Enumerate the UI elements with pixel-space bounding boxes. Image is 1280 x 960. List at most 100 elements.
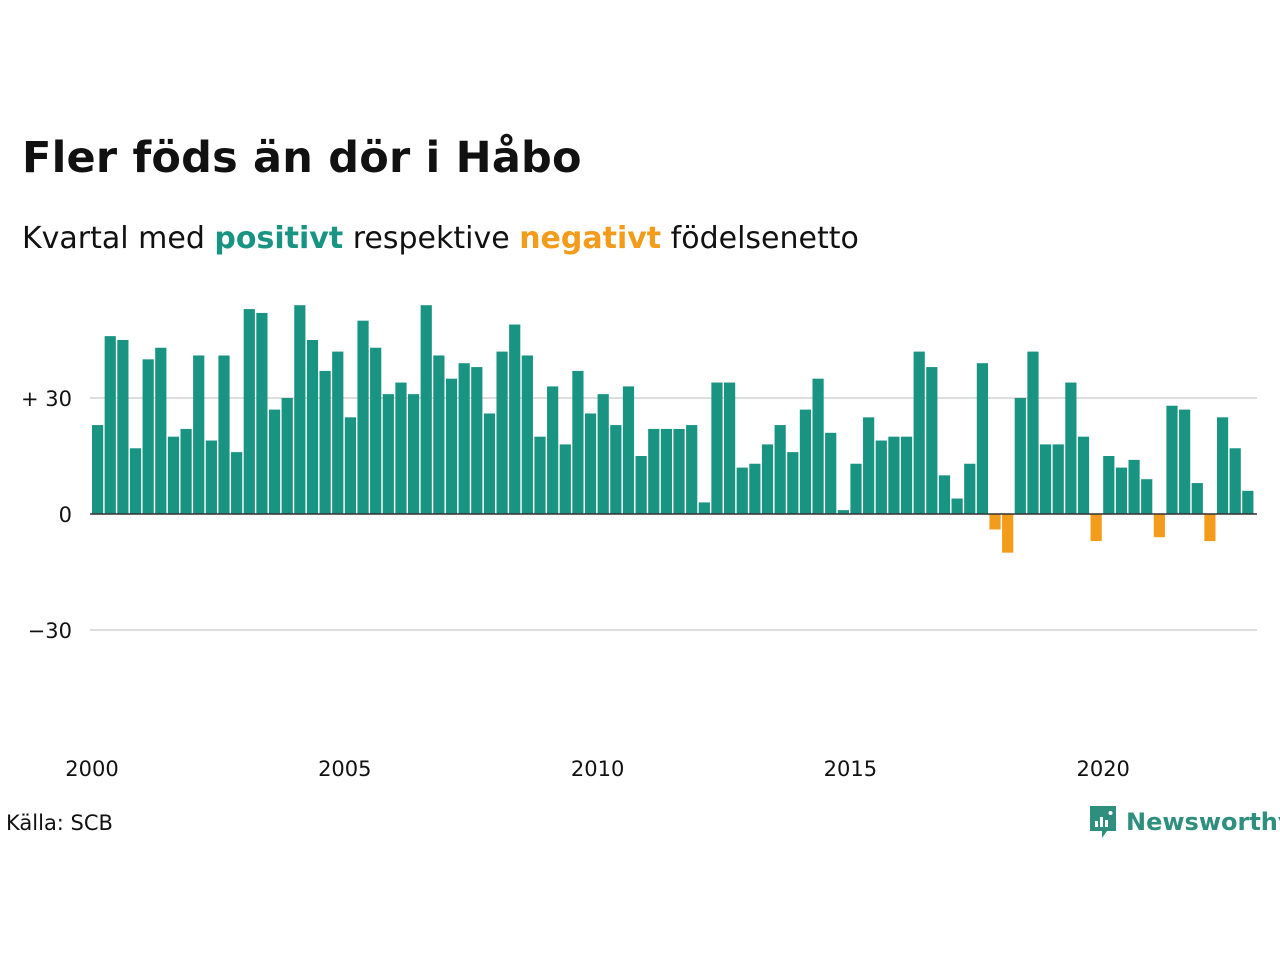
bar	[382, 394, 394, 514]
bar	[1191, 483, 1203, 514]
bar	[584, 413, 597, 514]
bar	[1128, 459, 1140, 514]
x-tick-label: 2015	[824, 757, 877, 781]
bar-chart: + 30 0 −30 2000 2005 2010 2015 2020	[21, 305, 1257, 781]
bar	[724, 382, 736, 514]
bar	[243, 309, 255, 514]
newsworthy-logo-icon	[1090, 806, 1116, 838]
bar	[673, 428, 685, 514]
brand-logo[interactable]: Newsworthy	[1088, 804, 1280, 840]
bar	[559, 444, 571, 514]
bar	[926, 367, 938, 514]
bar	[142, 359, 154, 514]
bar	[509, 324, 521, 514]
bar	[1242, 490, 1254, 514]
bar	[913, 351, 925, 514]
bar	[496, 351, 508, 514]
y-tick-label: 0	[59, 503, 72, 527]
bar	[837, 510, 849, 514]
bar	[1115, 467, 1128, 514]
source-note: Källa: SCB	[6, 811, 113, 835]
bar	[1204, 514, 1216, 542]
y-tick-label: −30	[28, 619, 72, 643]
bar	[761, 444, 774, 514]
bar	[547, 386, 559, 514]
bar	[117, 340, 129, 514]
bar	[850, 463, 862, 514]
bar	[294, 305, 306, 514]
bar	[610, 425, 622, 514]
bar	[648, 428, 660, 514]
bar	[799, 409, 812, 514]
bar	[711, 382, 723, 514]
bar	[698, 502, 710, 514]
bar	[92, 425, 104, 514]
bar	[597, 394, 609, 514]
bar	[1040, 444, 1052, 514]
bar	[660, 428, 672, 514]
bar	[1065, 382, 1077, 514]
bar	[483, 413, 496, 514]
bar	[332, 351, 344, 514]
bar	[408, 394, 420, 514]
bar	[964, 463, 976, 514]
bar	[635, 456, 647, 514]
y-tick-label: + 30	[21, 387, 72, 411]
bar	[749, 463, 761, 514]
bar	[900, 436, 913, 514]
bar	[1090, 514, 1102, 542]
subtitle-middle: respektive	[343, 221, 520, 256]
bar	[471, 367, 483, 514]
bar	[989, 514, 1001, 530]
chart-title: Fler föds än dör i Håbo	[22, 133, 582, 183]
bar	[1166, 405, 1178, 514]
bar	[774, 425, 786, 514]
bar	[231, 452, 243, 514]
bar	[357, 320, 369, 514]
bar	[104, 336, 116, 514]
bar	[256, 312, 268, 514]
bar	[1027, 351, 1039, 514]
bar	[344, 417, 356, 514]
bar	[1153, 514, 1165, 538]
subtitle-positive-word: positivt	[214, 221, 344, 256]
subtitle-negative-word: negativt	[519, 221, 662, 256]
bar	[281, 398, 293, 514]
bar	[268, 409, 281, 514]
bar	[218, 355, 230, 514]
bar	[306, 340, 319, 514]
subtitle-suffix: födelsenetto	[661, 221, 859, 256]
bar	[395, 382, 407, 514]
bar	[155, 347, 167, 514]
x-tick-label: 2000	[65, 757, 118, 781]
bar	[951, 498, 963, 514]
bar	[1103, 456, 1115, 514]
bar	[825, 432, 837, 514]
bar	[1141, 479, 1153, 514]
bar	[193, 355, 205, 514]
bar	[370, 347, 382, 514]
bar	[319, 370, 331, 514]
bar	[686, 425, 698, 514]
bar	[863, 417, 875, 514]
bar	[622, 386, 635, 514]
bar	[180, 428, 192, 514]
chart-subtitle: Kvartal med positivt respektive negativt…	[22, 221, 859, 256]
bar	[458, 363, 470, 514]
bar	[736, 467, 748, 514]
bar	[167, 436, 180, 514]
bar	[1216, 417, 1229, 514]
subtitle-prefix: Kvartal med	[22, 221, 215, 256]
bar	[888, 436, 900, 514]
bar	[812, 378, 824, 514]
brand-name: Newsworthy	[1126, 808, 1280, 836]
bar	[521, 355, 533, 514]
bar	[433, 355, 445, 514]
bar	[205, 440, 217, 514]
bar	[1179, 409, 1191, 514]
bar	[787, 452, 799, 514]
bar	[1002, 514, 1014, 553]
bar	[1052, 444, 1064, 514]
bar	[1077, 436, 1090, 514]
bar	[938, 475, 951, 514]
